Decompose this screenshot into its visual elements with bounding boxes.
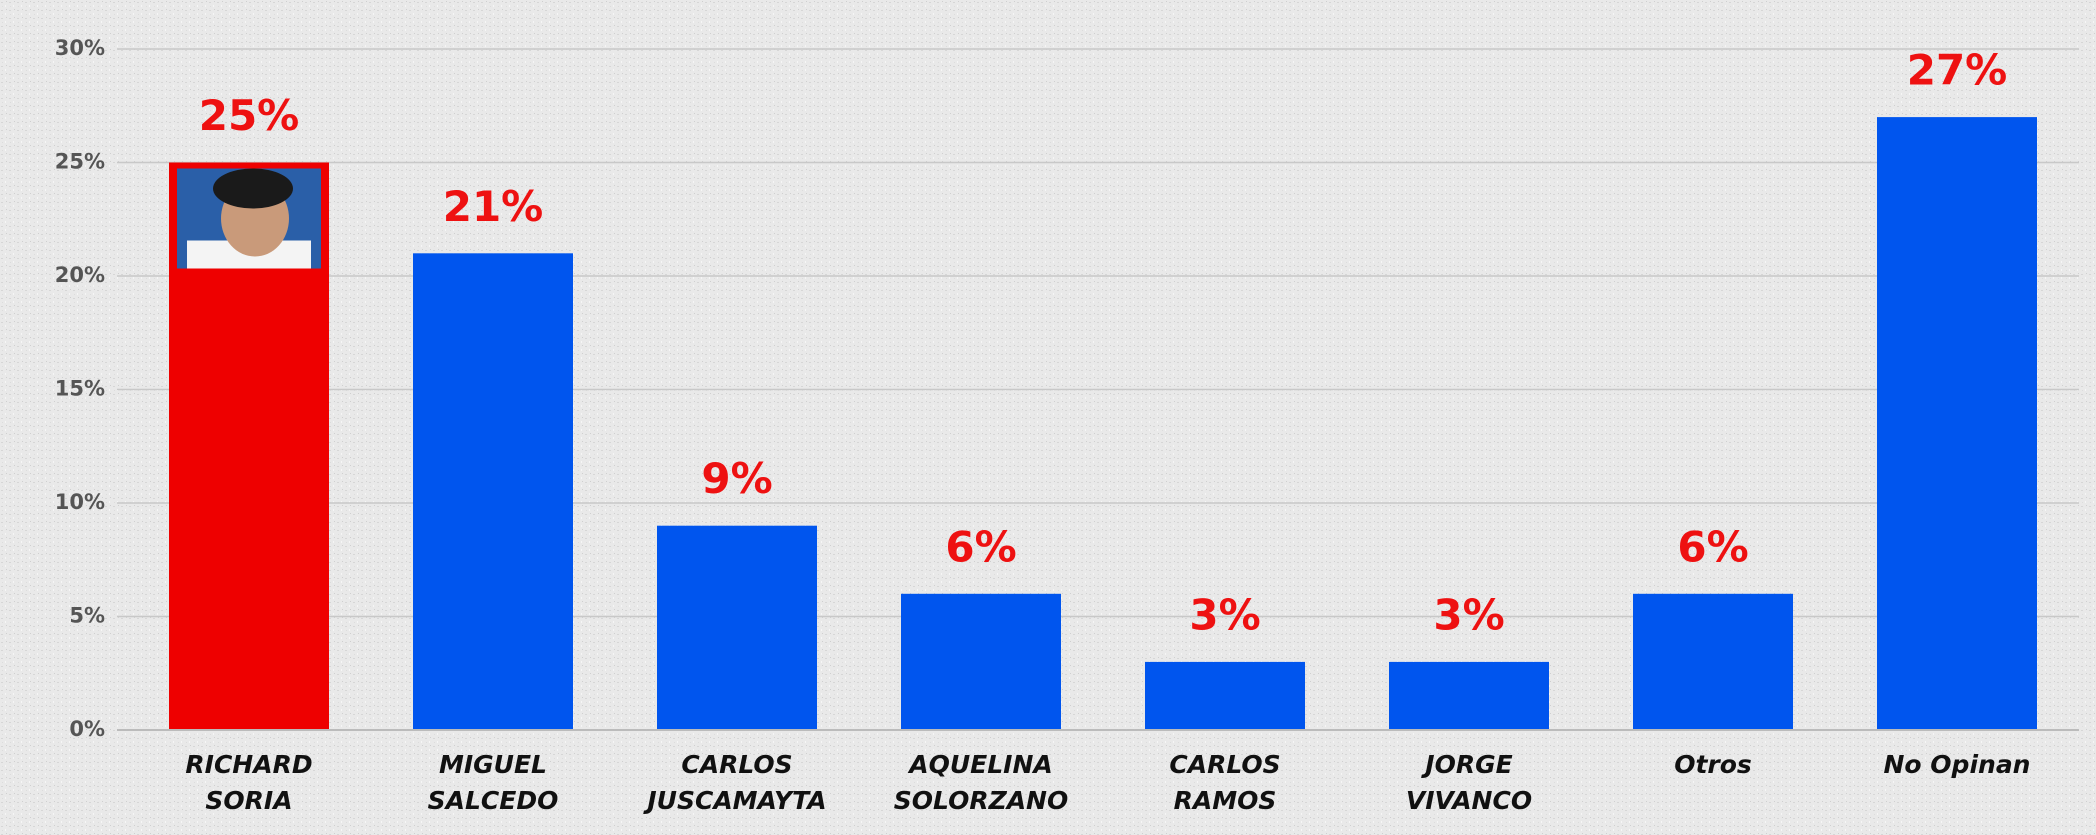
value-label: 6% <box>1677 522 1748 571</box>
y-tick-label: 25% <box>55 150 105 174</box>
photo-layer <box>177 169 321 269</box>
x-tick-label: SOLORZANO <box>894 786 1068 815</box>
x-tick-label: No Opinan <box>1884 750 2031 779</box>
y-tick-label: 30% <box>55 36 105 60</box>
value-label: 21% <box>443 182 544 231</box>
value-label: 9% <box>701 454 772 503</box>
value-label: 27% <box>1907 46 2008 95</box>
x-tick-label: RAMOS <box>1174 786 1277 815</box>
bar <box>1633 594 1793 730</box>
value-label: 6% <box>945 522 1016 571</box>
x-tick-label: CARLOS <box>1169 750 1280 779</box>
x-tick-label: VIVANCO <box>1406 786 1532 815</box>
y-tick-label: 15% <box>55 377 105 401</box>
value-label: 3% <box>1189 590 1260 639</box>
bar <box>1389 662 1549 730</box>
y-tick-label: 20% <box>55 263 105 287</box>
x-tick-label: MIGUEL <box>439 750 547 779</box>
x-tick-label: SORIA <box>205 786 292 815</box>
x-tick-label: Otros <box>1674 750 1752 779</box>
x-tick-label: AQUELINA <box>907 750 1052 779</box>
y-tick-label: 10% <box>55 490 105 514</box>
x-tick-label: JORGE <box>1420 750 1512 779</box>
bar <box>1877 117 2037 730</box>
value-label: 3% <box>1433 590 1504 639</box>
bar <box>901 594 1061 730</box>
x-tick-label: JUSCAMAYTA <box>642 786 826 815</box>
bar <box>413 253 573 730</box>
bar <box>1145 662 1305 730</box>
x-tick-label: SALCEDO <box>428 786 559 815</box>
y-tick-label: 5% <box>69 604 105 628</box>
value-label: 25% <box>199 91 300 140</box>
x-tick-label: RICHARD <box>185 750 312 779</box>
y-tick-label: 0% <box>69 717 105 741</box>
bar <box>657 526 817 730</box>
x-tick-label: CARLOS <box>681 750 792 779</box>
chart: 0% 5% 10% 15% 20% 25% 30% RICHARD SORIA 25% MIGUEL… <box>0 0 2096 835</box>
photo-hair <box>213 169 293 209</box>
